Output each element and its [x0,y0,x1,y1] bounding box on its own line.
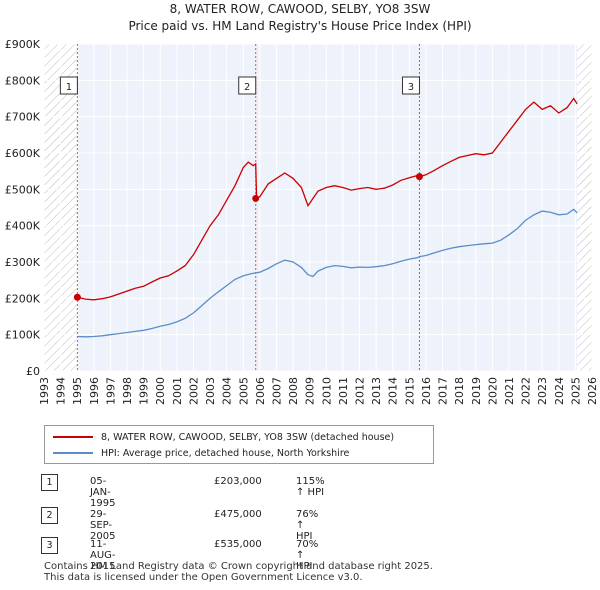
x-tick-label: 2004 [221,377,234,405]
x-tick-label: 2003 [204,377,217,405]
x-tick-label: 2005 [237,377,250,405]
sale-label: 2 [244,82,250,93]
legend-line-property [53,436,93,438]
x-tick-label: 2010 [320,377,333,405]
transaction-price: £203,000 [214,476,262,487]
sale-point [252,195,259,202]
x-tick-label: 2006 [254,377,267,405]
transaction-date: 29-SEP-2005 [90,509,115,542]
y-tick-label: £400K [5,220,41,233]
legend-label-property: 8, WATER ROW, CAWOOD, SELBY, YO8 3SW (de… [101,432,394,443]
x-tick-label: 2000 [154,377,167,405]
x-tick-label: 2019 [470,377,483,405]
x-tick-label: 1993 [38,377,51,405]
legend-item-property: 8, WATER ROW, CAWOOD, SELBY, YO8 3SW (de… [53,430,394,444]
y-tick-label: £600K [5,147,41,160]
x-tick-label: 2001 [171,377,184,405]
x-tick-label: 2026 [586,377,599,405]
transaction-hpi: 76% ↑ HPI [296,509,318,542]
transaction-number: 1 [41,474,58,491]
legend-item-hpi: HPI: Average price, detached house, Nort… [53,446,349,460]
transaction-hpi: 115% ↑ HPI [296,476,325,498]
x-tick-label: 2012 [354,377,367,405]
transaction-number: 2 [41,507,58,524]
hatched-range [577,44,592,371]
x-tick-label: 2008 [287,377,300,405]
x-tick-label: 2013 [370,377,383,405]
footer-copyright: Contains HM Land Registry data © Crown c… [44,561,433,572]
x-tick-label: 2024 [553,377,566,405]
x-tick-label: 2022 [520,377,533,405]
price-chart: £0 £100K £200K £300K £400K £500K £600K £700K £80… [0,0,600,420]
x-tick-label: 2007 [270,377,283,405]
transaction-price: £535,000 [214,539,262,550]
x-tick-label: 1995 [71,377,84,405]
x-tick-label: 2011 [337,377,350,405]
transaction-price: £475,000 [214,509,262,520]
x-tick-label: 1999 [138,377,151,405]
x-tick-label: 2016 [420,377,433,405]
x-tick-label: 2023 [536,377,549,405]
x-tick-label: 2009 [304,377,317,405]
x-tick-label: 2020 [486,377,499,405]
y-tick-label: £200K [5,292,41,305]
x-tick-label: 2018 [453,377,466,405]
transaction-number: 3 [41,537,58,554]
y-tick-label: £0 [26,365,40,378]
y-tick-label: £100K [5,329,41,342]
y-tick-label: £900K [5,38,41,51]
sale-point [416,173,423,180]
transaction-date: 05-JAN-1995 [90,476,115,509]
x-tick-label: 2014 [387,377,400,405]
plot-background [44,44,592,371]
x-tick-label: 1994 [55,377,68,405]
x-tick-label: 1998 [121,377,134,405]
x-tick-label: 1997 [104,377,117,405]
x-tick-label: 1996 [88,377,101,405]
x-tick-label: 2021 [503,377,516,405]
legend-line-hpi [53,452,93,454]
footer-licence: This data is licensed under the Open Gov… [44,572,363,583]
x-tick-label: 2015 [403,377,416,405]
legend: 8, WATER ROW, CAWOOD, SELBY, YO8 3SW (de… [44,425,434,464]
sale-point [74,294,81,301]
y-tick-label: £300K [5,256,41,269]
y-tick-label: £500K [5,183,41,196]
y-tick-label: £700K [5,111,41,124]
y-tick-label: £800K [5,74,41,87]
sale-label: 3 [408,82,414,93]
x-tick-label: 2017 [437,377,450,405]
sale-label: 1 [66,82,72,93]
x-tick-label: 2002 [187,377,200,405]
legend-label-hpi: HPI: Average price, detached house, Nort… [101,448,349,459]
x-tick-label: 2025 [569,377,582,405]
